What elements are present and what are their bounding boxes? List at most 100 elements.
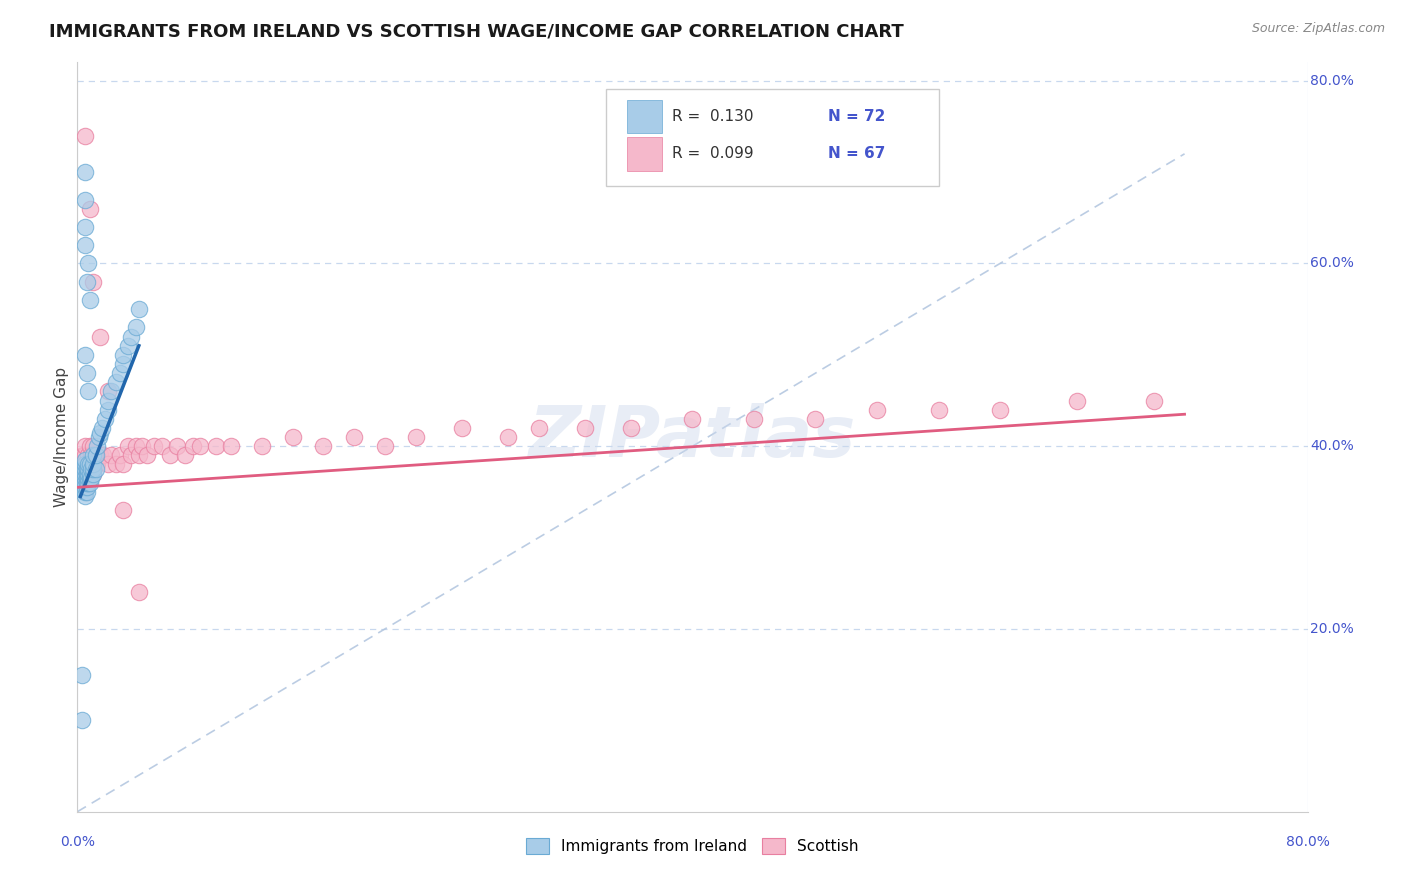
Point	[150, 439, 173, 453]
Point	[93, 448, 115, 462]
Point	[73, 475, 96, 490]
Point	[73, 448, 96, 462]
Point	[100, 384, 122, 399]
Point	[77, 471, 100, 485]
Point	[76, 462, 98, 476]
Point	[73, 462, 96, 476]
Bar	[627, 137, 662, 170]
Point	[97, 458, 120, 472]
Point	[135, 448, 157, 462]
Point	[94, 412, 117, 426]
Point	[125, 439, 148, 453]
Point	[574, 421, 596, 435]
Point	[79, 293, 101, 307]
Point	[73, 467, 96, 481]
Point	[219, 439, 242, 453]
Point	[312, 439, 335, 453]
Point	[110, 366, 132, 380]
Text: IMMIGRANTS FROM IRELAND VS SCOTTISH WAGE/INCOME GAP CORRELATION CHART: IMMIGRANTS FROM IRELAND VS SCOTTISH WAGE…	[49, 22, 904, 40]
Point	[79, 458, 101, 472]
Point	[77, 256, 100, 270]
Point	[73, 458, 96, 472]
Point	[76, 471, 98, 485]
Point	[97, 402, 120, 417]
Point	[76, 484, 98, 499]
Point	[76, 275, 98, 289]
Text: 80.0%: 80.0%	[1285, 835, 1330, 848]
Point	[69, 471, 91, 485]
Point	[73, 165, 96, 179]
Point	[70, 475, 93, 490]
Point	[82, 275, 104, 289]
Point	[86, 458, 108, 472]
Point	[89, 425, 111, 440]
Point	[72, 448, 94, 462]
Point	[73, 458, 96, 472]
Point	[73, 490, 96, 504]
Point	[76, 467, 98, 481]
Point	[110, 448, 132, 462]
Point	[450, 421, 472, 435]
Point	[73, 484, 96, 499]
Point	[72, 467, 94, 481]
Point	[1143, 393, 1166, 408]
Point	[166, 439, 188, 453]
Point	[77, 384, 100, 399]
Point	[77, 475, 100, 490]
Point	[131, 439, 153, 453]
Point	[80, 471, 103, 485]
Point	[72, 475, 94, 490]
Point	[79, 202, 101, 216]
Point	[82, 458, 104, 472]
Point	[188, 439, 212, 453]
Point	[76, 366, 98, 380]
Point	[76, 480, 98, 494]
Point	[250, 439, 273, 453]
Point	[84, 458, 107, 472]
Point	[97, 384, 120, 399]
Point	[112, 458, 135, 472]
Point	[69, 475, 91, 490]
Text: 0.0%: 0.0%	[60, 835, 94, 848]
Point	[104, 458, 127, 472]
Point	[804, 412, 827, 426]
Point	[117, 439, 139, 453]
Point	[73, 128, 96, 143]
Point	[70, 667, 93, 681]
Point	[281, 430, 304, 444]
Point	[682, 412, 704, 426]
Point	[84, 462, 107, 476]
Point	[87, 430, 110, 444]
Point	[128, 302, 150, 317]
Point	[77, 458, 100, 472]
Point	[86, 439, 108, 453]
Point	[143, 439, 166, 453]
Point	[80, 448, 103, 462]
Point	[204, 439, 226, 453]
Point	[159, 448, 181, 462]
Point	[100, 448, 122, 462]
Point	[77, 467, 100, 481]
Point	[73, 219, 96, 234]
Point	[73, 193, 96, 207]
Point	[73, 471, 96, 485]
Point	[988, 402, 1011, 417]
Point	[69, 480, 91, 494]
Text: 60.0%: 60.0%	[1310, 257, 1354, 270]
Point	[80, 462, 103, 476]
Legend: Immigrants from Ireland, Scottish: Immigrants from Ireland, Scottish	[520, 832, 865, 860]
Point	[69, 467, 91, 481]
Text: 40.0%: 40.0%	[1310, 439, 1354, 453]
Point	[72, 471, 94, 485]
Point	[70, 458, 93, 472]
FancyBboxPatch shape	[606, 88, 939, 186]
Point	[82, 439, 104, 453]
Point	[117, 339, 139, 353]
Point	[79, 439, 101, 453]
Point	[73, 238, 96, 252]
Point	[77, 448, 100, 462]
Point	[82, 448, 104, 462]
Point	[79, 475, 101, 490]
Text: 80.0%: 80.0%	[1310, 74, 1354, 87]
Point	[73, 439, 96, 453]
